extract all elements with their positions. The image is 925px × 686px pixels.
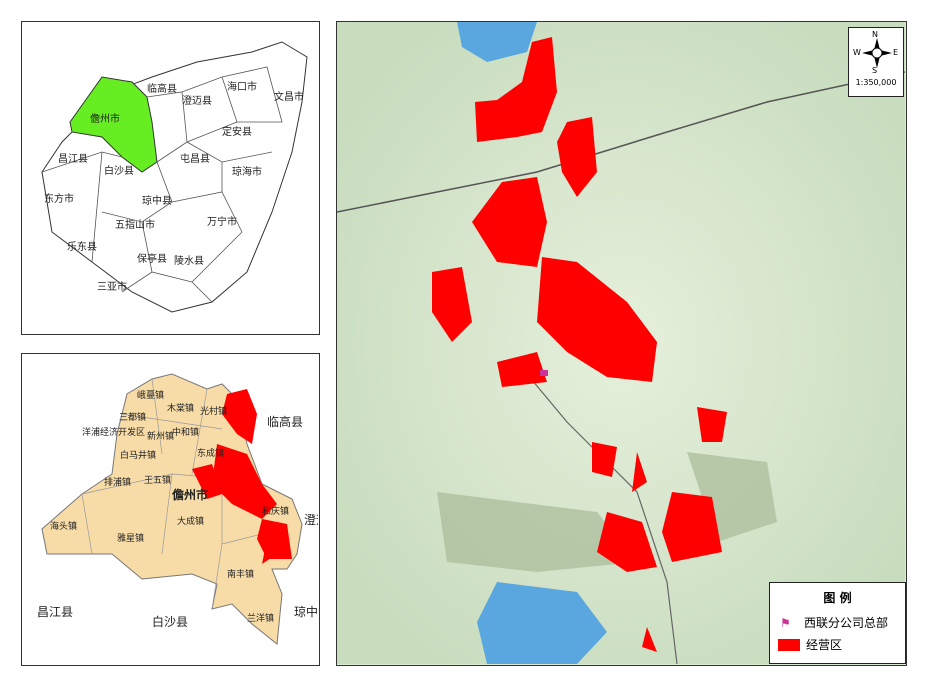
danzhou-map-svg: 峨蔓镇 木棠镇 三都镇 光村镇 洋浦经济开发区 新州镇 中和镇 白马井镇 东成镇… — [37, 373, 319, 645]
label-qionghai: 琼海市 — [232, 165, 262, 178]
compass-e: E — [893, 48, 899, 57]
neighbor-label: 白沙县 — [152, 614, 188, 629]
town-label: 洋浦经济开发区 — [82, 426, 145, 438]
danzhou-town-map: 峨蔓镇 木棠镇 三都镇 光村镇 洋浦经济开发区 新州镇 中和镇 白马井镇 东成镇… — [21, 353, 320, 666]
label-haikou: 海口市 — [227, 80, 257, 93]
label-lingshui: 陵水县 — [174, 255, 204, 267]
label-chengmai: 澄迈县 — [182, 94, 212, 107]
label-dingan: 定安县 — [222, 125, 252, 138]
town-label: 王五镇 — [144, 474, 171, 486]
scale-text: 1:350,000 — [855, 78, 897, 87]
town-label: 排浦镇 — [104, 476, 131, 488]
hq-flag-marker — [540, 370, 548, 376]
neighbor-label: 澄迈县 — [304, 512, 318, 527]
neighbor-label: 琼中县 — [294, 604, 318, 619]
town-label: 三都镇 — [119, 411, 146, 423]
compass-rose-icon: N S W E — [849, 28, 903, 78]
label-wenchang: 文昌市 — [274, 90, 304, 103]
label-baisha: 白沙县 — [104, 164, 134, 177]
label-qiongzhong: 琼中县 — [142, 194, 172, 207]
label-wanning: 万宁市 — [207, 215, 237, 228]
town-label: 雅星镇 — [117, 532, 144, 544]
town-label: 峨蔓镇 — [137, 389, 164, 401]
town-label: 光村镇 — [200, 405, 227, 417]
legend-label: 西联分公司总部 — [804, 616, 889, 630]
town-label: 南丰镇 — [227, 568, 254, 580]
label-ledong: 乐东县 — [67, 240, 97, 253]
legend: 图 例 ⚑ 西联分公司总部 经营区 — [769, 582, 906, 664]
operating-area-patches-main — [432, 37, 727, 652]
operating-area-patches — [192, 389, 292, 564]
flag-icon: ⚑ — [780, 615, 791, 630]
hainan-map-svg: 临高县 海口市 澄迈县 文昌市 儋州市 定安县 昌江县 白沙县 屯昌县 琼海市 … — [41, 41, 308, 313]
neighbor-label: 昌江县 — [37, 605, 73, 619]
town-label: 新州镇 — [147, 430, 174, 442]
legend-item-hq: ⚑ 西联分公司总部 — [780, 614, 905, 631]
compass-s: S — [872, 66, 878, 75]
label-changjiang: 昌江县 — [58, 153, 88, 165]
compass-w: W — [853, 48, 861, 57]
main-terrain-map — [336, 21, 907, 666]
hainan-labels: 临高县 海口市 澄迈县 文昌市 儋州市 定安县 昌江县 白沙县 屯昌县 琼海市 … — [44, 80, 304, 293]
terrain-svg — [337, 22, 906, 665]
town-label: 白马井镇 — [120, 449, 156, 461]
label-sanya: 三亚市 — [97, 280, 127, 293]
compass-scale-box: N S W E 1:350,000 — [848, 27, 904, 97]
label-baoting: 保亭县 — [137, 252, 167, 265]
legend-label: 经营区 — [806, 638, 843, 652]
red-area-swatch — [778, 638, 800, 651]
reservoir-north — [457, 22, 537, 62]
town-label: 大成镇 — [177, 515, 204, 527]
label-danzhou: 儋州市 — [90, 112, 120, 125]
label-lingao: 临高县 — [147, 82, 177, 95]
compass-n: N — [872, 30, 878, 39]
town-label: 海头镇 — [50, 520, 77, 532]
neighbor-label: 临高县 — [267, 414, 303, 429]
label-wuzhishan: 五指山市 — [115, 218, 155, 231]
legend-title: 图 例 — [823, 591, 852, 605]
label-dongfang: 东方市 — [44, 192, 74, 205]
label-tunchang: 屯昌县 — [180, 152, 210, 165]
town-label: 中和镇 — [172, 426, 199, 438]
town-label: 木棠镇 — [167, 402, 194, 414]
town-label: 兰洋镇 — [247, 612, 274, 624]
region-label: 儋州市 — [172, 487, 208, 502]
town-label: 东成镇 — [197, 447, 224, 459]
reservoir-south — [477, 582, 607, 664]
hainan-overview-map: 临高县 海口市 澄迈县 文昌市 儋州市 定安县 昌江县 白沙县 屯昌县 琼海市 … — [21, 21, 320, 335]
town-label: 和庆镇 — [262, 505, 289, 517]
legend-item-area: 经营区 — [778, 636, 905, 653]
